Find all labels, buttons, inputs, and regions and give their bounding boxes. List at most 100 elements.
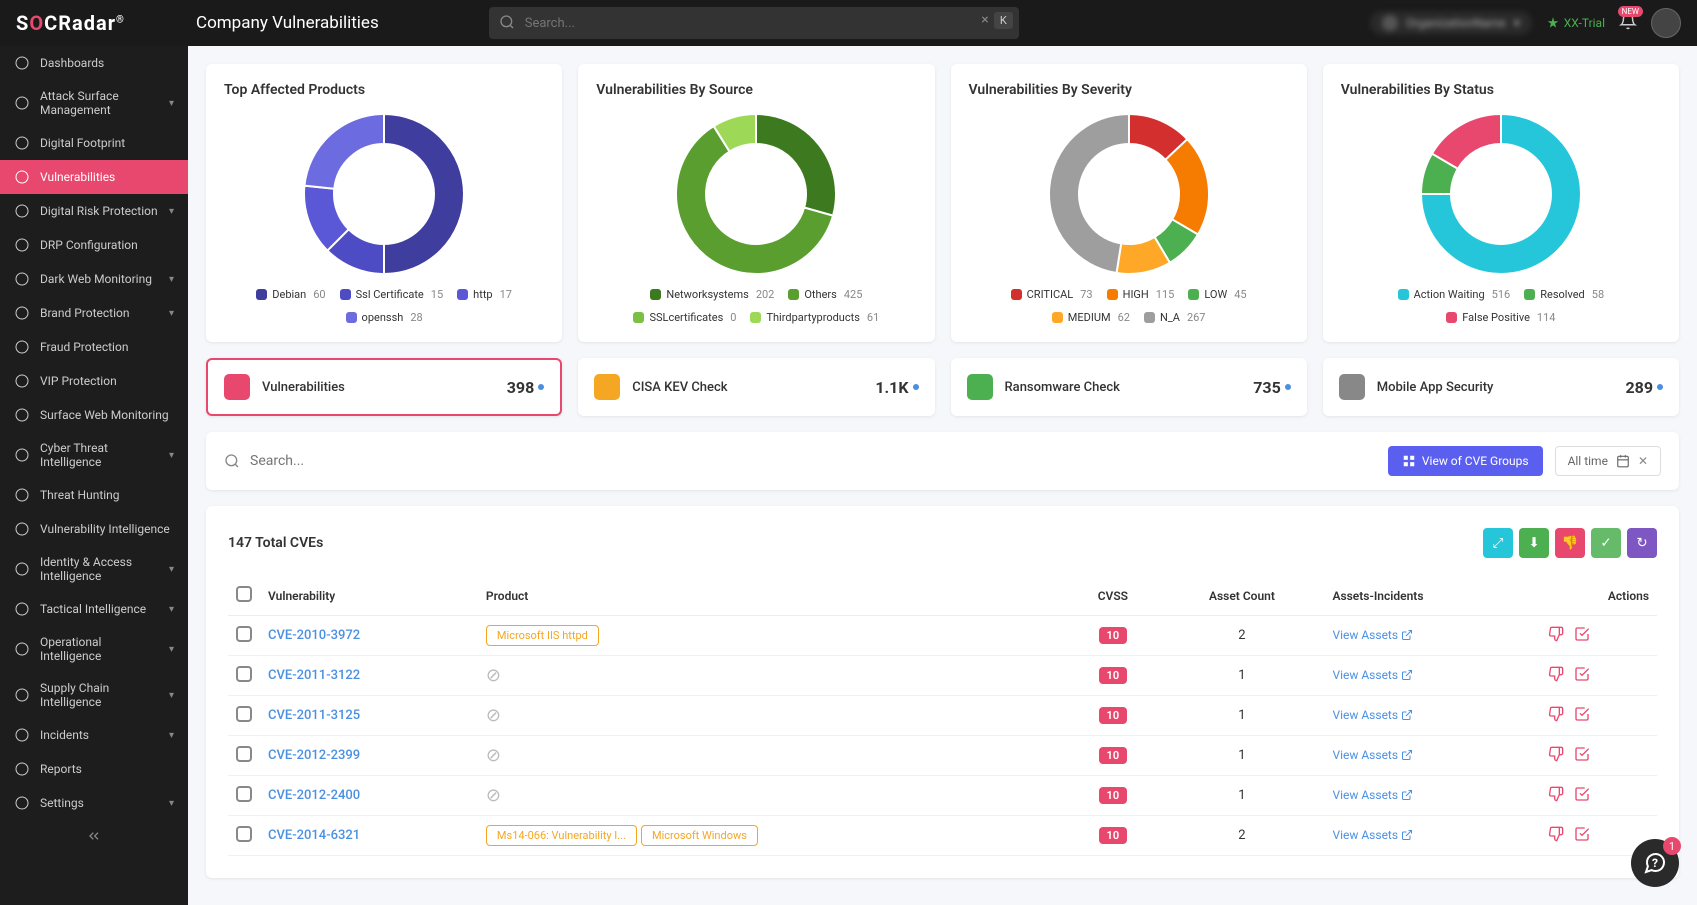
legend-item[interactable]: Others425 bbox=[788, 288, 862, 301]
clear-search-icon[interactable]: × bbox=[981, 12, 988, 28]
stat-icon bbox=[967, 374, 993, 400]
table-action-btn-0[interactable]: ⤢ bbox=[1483, 528, 1513, 558]
sidebar-item-supply-chain-intelligence[interactable]: Supply Chain Intelligence▾ bbox=[0, 672, 188, 718]
sidebar-item-operational-intelligence[interactable]: Operational Intelligence▾ bbox=[0, 626, 188, 672]
thumbs-down-icon[interactable] bbox=[1548, 666, 1564, 686]
check-square-icon[interactable] bbox=[1574, 626, 1590, 646]
sidebar-item-vulnerability-intelligence[interactable]: Vulnerability Intelligence bbox=[0, 512, 188, 546]
check-square-icon[interactable] bbox=[1574, 826, 1590, 846]
view-assets-link[interactable]: View Assets bbox=[1332, 788, 1413, 802]
row-checkbox[interactable] bbox=[236, 746, 252, 762]
stat-card-mobile-app-security[interactable]: Mobile App Security289 bbox=[1323, 358, 1679, 416]
legend-item[interactable]: LOW45 bbox=[1188, 288, 1246, 301]
row-checkbox[interactable] bbox=[236, 666, 252, 682]
chevron-down-icon: ▾ bbox=[169, 98, 174, 109]
sidebar-item-surface-web-monitoring[interactable]: Surface Web Monitoring bbox=[0, 398, 188, 432]
stat-card-cisa-kev-check[interactable]: CISA KEV Check1.1K bbox=[578, 358, 934, 416]
search-input[interactable] bbox=[489, 7, 1019, 39]
sidebar-item-vip-protection[interactable]: VIP Protection bbox=[0, 364, 188, 398]
sidebar-item-digital-risk-protection[interactable]: Digital Risk Protection▾ bbox=[0, 194, 188, 228]
trial-badge[interactable]: XX-Trial bbox=[1546, 16, 1605, 30]
row-checkbox[interactable] bbox=[236, 826, 252, 842]
chart-legend: Networksystems202 Others425 SSLcertificate… bbox=[596, 288, 916, 324]
asm-icon bbox=[14, 95, 30, 111]
sidebar-item-incidents[interactable]: Incidents▾ bbox=[0, 718, 188, 752]
check-square-icon[interactable] bbox=[1574, 786, 1590, 806]
notifications-icon[interactable]: NEW bbox=[1619, 12, 1637, 34]
chat-fab[interactable]: ? 1 bbox=[1631, 839, 1679, 887]
clear-date-icon[interactable]: ✕ bbox=[1638, 454, 1648, 468]
legend-item[interactable]: HIGH115 bbox=[1107, 288, 1175, 301]
row-checkbox[interactable] bbox=[236, 626, 252, 642]
sidebar-item-fraud-protection[interactable]: Fraud Protection bbox=[0, 330, 188, 364]
asset-count: 2 bbox=[1159, 616, 1324, 656]
check-square-icon[interactable] bbox=[1574, 666, 1590, 686]
legend-item[interactable]: Resolved58 bbox=[1524, 288, 1604, 301]
stat-card-ransomware-check[interactable]: Ransomware Check735 bbox=[951, 358, 1307, 416]
view-assets-link[interactable]: View Assets bbox=[1332, 668, 1413, 682]
view-assets-link[interactable]: View Assets bbox=[1332, 708, 1413, 722]
thumbs-down-icon[interactable] bbox=[1548, 706, 1564, 726]
sidebar-item-settings[interactable]: Settings▾ bbox=[0, 786, 188, 820]
legend-item[interactable]: Debian60 bbox=[256, 288, 325, 301]
sidebar-item-attack-surface-management[interactable]: Attack Surface Management▾ bbox=[0, 80, 188, 126]
check-square-icon[interactable] bbox=[1574, 746, 1590, 766]
sidebar-item-brand-protection[interactable]: Brand Protection▾ bbox=[0, 296, 188, 330]
row-checkbox[interactable] bbox=[236, 786, 252, 802]
sidebar-item-tactical-intelligence[interactable]: Tactical Intelligence▾ bbox=[0, 592, 188, 626]
legend-item[interactable]: Thirdpartyproducts61 bbox=[750, 311, 879, 324]
legend-item[interactable]: False Positive114 bbox=[1446, 311, 1555, 324]
sidebar-item-dark-web-monitoring[interactable]: Dark Web Monitoring▾ bbox=[0, 262, 188, 296]
product-tag[interactable]: Microsoft IIS httpd bbox=[486, 625, 599, 646]
stat-card-vulnerabilities[interactable]: Vulnerabilities398 bbox=[206, 358, 562, 416]
legend-item[interactable]: openssh28 bbox=[346, 311, 423, 324]
legend-item[interactable]: CRITICAL73 bbox=[1011, 288, 1093, 301]
sidebar-item-identity-access-intelligence[interactable]: Identity & Access Intelligence▾ bbox=[0, 546, 188, 592]
logo[interactable]: SOCRadar® bbox=[16, 11, 186, 35]
cve-link[interactable]: CVE-2011-3122 bbox=[268, 668, 360, 683]
product-tag[interactable]: Ms14-066: Vulnerability I... bbox=[486, 825, 637, 846]
org-selector[interactable]: OrganizationName ▾ bbox=[1370, 11, 1532, 35]
product-tag[interactable]: Microsoft Windows bbox=[641, 825, 758, 846]
cve-link[interactable]: CVE-2011-3125 bbox=[268, 708, 360, 723]
avatar[interactable] bbox=[1651, 8, 1681, 38]
view-assets-link[interactable]: View Assets bbox=[1332, 628, 1413, 642]
sidebar-item-cyber-threat-intelligence[interactable]: Cyber Threat Intelligence▾ bbox=[0, 432, 188, 478]
thumbs-down-icon[interactable] bbox=[1548, 826, 1564, 846]
legend-item[interactable]: Ssl Certificate15 bbox=[340, 288, 444, 301]
view-assets-link[interactable]: View Assets bbox=[1332, 828, 1413, 842]
table-search-input[interactable] bbox=[224, 447, 1376, 475]
legend-item[interactable]: Networksystems202 bbox=[650, 288, 774, 301]
legend-item[interactable]: N_A267 bbox=[1144, 311, 1206, 324]
view-assets-link[interactable]: View Assets bbox=[1332, 748, 1413, 762]
legend-item[interactable]: MEDIUM62 bbox=[1052, 311, 1130, 324]
collapse-sidebar-button[interactable] bbox=[0, 820, 188, 852]
table-action-btn-4[interactable]: ↻ bbox=[1627, 528, 1657, 558]
cve-link[interactable]: CVE-2012-2399 bbox=[268, 748, 360, 763]
check-square-icon[interactable] bbox=[1574, 706, 1590, 726]
table-action-btn-1[interactable]: ⬇ bbox=[1519, 528, 1549, 558]
row-checkbox[interactable] bbox=[236, 706, 252, 722]
stat-value: 289 bbox=[1625, 378, 1663, 397]
cve-link[interactable]: CVE-2010-3972 bbox=[268, 628, 360, 643]
table-action-btn-3[interactable]: ✓ bbox=[1591, 528, 1621, 558]
thumbs-down-icon[interactable] bbox=[1548, 786, 1564, 806]
sidebar-item-dashboards[interactable]: Dashboards bbox=[0, 46, 188, 80]
date-filter[interactable]: All time ✕ bbox=[1555, 446, 1661, 476]
sidebar-item-reports[interactable]: Reports bbox=[0, 752, 188, 786]
select-all-checkbox[interactable] bbox=[236, 586, 252, 602]
legend-item[interactable]: http17 bbox=[457, 288, 512, 301]
legend-item[interactable]: SSLcertificates0 bbox=[633, 311, 736, 324]
thumbs-down-icon[interactable] bbox=[1548, 746, 1564, 766]
view-cve-groups-button[interactable]: View of CVE Groups bbox=[1388, 446, 1543, 476]
sidebar-item-vulnerabilities[interactable]: Vulnerabilities bbox=[0, 160, 188, 194]
table-action-btn-2[interactable]: 👎 bbox=[1555, 528, 1585, 558]
cve-link[interactable]: CVE-2012-2400 bbox=[268, 788, 360, 803]
thumbs-down-icon[interactable] bbox=[1548, 626, 1564, 646]
sidebar-item-digital-footprint[interactable]: Digital Footprint bbox=[0, 126, 188, 160]
legend-item[interactable]: Action Waiting516 bbox=[1398, 288, 1511, 301]
sidebar-item-threat-hunting[interactable]: Threat Hunting bbox=[0, 478, 188, 512]
sidebar-item-drp-configuration[interactable]: DRP Configuration bbox=[0, 228, 188, 262]
stat-icon bbox=[1339, 374, 1365, 400]
cve-link[interactable]: CVE-2014-6321 bbox=[268, 828, 360, 843]
